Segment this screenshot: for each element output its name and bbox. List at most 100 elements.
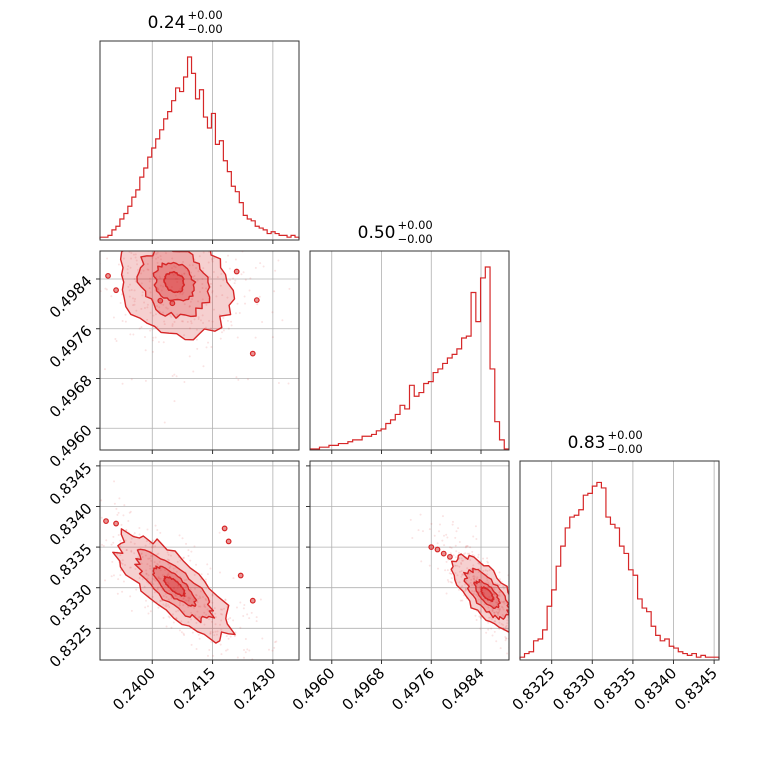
sample-point [511,602,513,604]
xtick-label-p1-2: 0.4976 [388,664,438,714]
sample-point [221,608,224,611]
sample-point [496,583,499,586]
sample-point [208,276,211,279]
sample-point [206,654,209,657]
sample-point [190,322,193,325]
sample-point [518,623,520,625]
sample-point [205,303,208,306]
sample-point [144,349,147,352]
sample-point [104,579,107,582]
sample-point [89,523,91,525]
sample-point [96,240,98,242]
sample-point [204,326,207,329]
sample-point [162,341,165,344]
sample-point [236,336,239,339]
sample-point [207,261,210,264]
sample-point [501,613,504,616]
sample-point [461,599,464,602]
sample-point [494,617,497,620]
sample-point [141,294,144,297]
sample-point [494,582,497,585]
sample-point [166,574,169,577]
sample-point [115,339,118,342]
sample-point [169,554,172,557]
sample-point [156,588,159,591]
sample-point [123,198,125,200]
sample-point [454,564,457,567]
sample-point [445,533,448,536]
sample-point [441,515,444,518]
sample-point [495,610,498,613]
sample-point [244,302,247,305]
sample-point [450,572,453,575]
panel-2-0-frame [99,460,300,661]
sample-point [135,241,137,243]
sample-point [151,350,154,353]
sample-point [198,616,201,619]
sample-point [498,583,501,586]
sample-point [271,311,274,314]
sample-point [174,595,177,598]
sample-point [498,571,501,574]
sample-point [220,619,223,622]
sample-point [477,553,480,556]
sample-point [443,544,446,547]
sample-point [103,368,106,371]
sample-point [227,637,230,640]
sample-point [119,302,122,305]
sample-point [108,230,110,232]
sample-point [505,637,508,640]
sample-point [210,235,212,237]
sample-point [125,529,128,532]
sample-point [548,649,550,651]
sample-point [138,207,140,209]
sample-point [247,243,249,245]
sample-point [179,601,182,604]
sample-point [487,606,490,609]
sample-point [129,595,132,598]
sample-point [242,656,245,659]
sample-point [187,597,190,600]
sample-point [159,599,162,602]
sample-point [165,625,168,628]
sample-point [498,607,501,610]
sample-point [506,622,509,625]
sample-point [235,606,238,609]
sample-point [195,621,198,624]
sample-point [70,499,72,501]
sample-point [445,560,448,563]
sample-point [193,545,196,548]
sample-point [119,574,122,577]
sample-point [134,280,137,283]
sample-point [175,610,178,613]
sample-point [175,375,178,378]
sample-point [124,320,127,323]
sample-point [123,504,126,507]
sample-point [133,277,136,280]
sample-point [195,594,198,597]
sample-point [135,588,138,591]
sample-point [187,549,190,552]
sample-point [156,288,159,291]
sample-point [242,648,245,651]
sample-point [166,307,169,310]
sample-point [487,628,490,631]
sample-point [223,664,225,666]
sample-point [181,537,184,540]
sample-point [242,607,245,610]
sample-point [194,593,197,596]
sample-point [167,572,170,575]
sample-point [511,625,513,627]
sample-point [158,306,161,309]
sample-point [154,313,157,316]
sample-point [144,606,147,609]
sample-point [517,599,519,601]
sample-point [148,280,151,283]
sample-point [203,243,205,245]
sample-point [239,601,242,604]
sample-point [472,592,475,595]
ytick-label-p2-0: 0.8325 [46,621,96,671]
sample-point [184,216,186,218]
sample-point [495,601,498,604]
